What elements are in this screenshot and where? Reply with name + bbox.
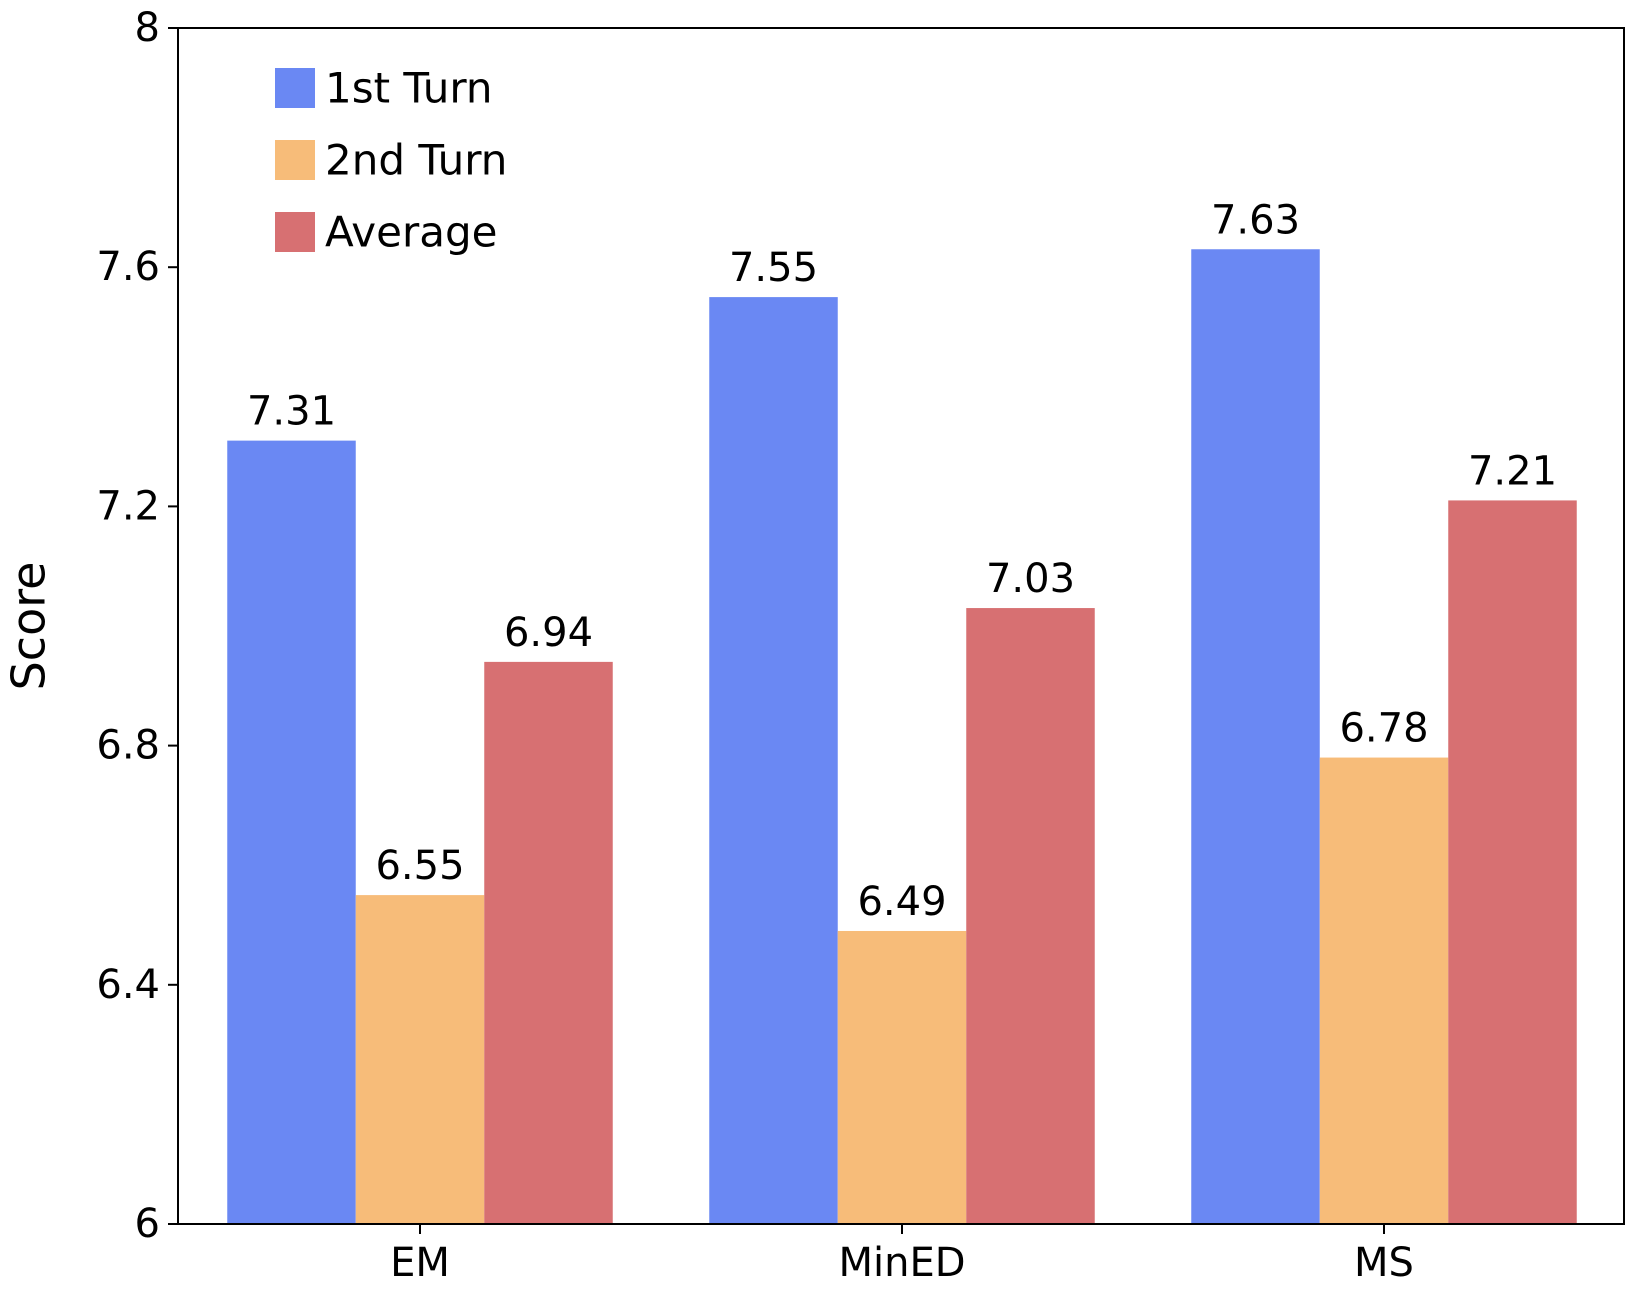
legend-swatch-1st-turn bbox=[275, 68, 315, 108]
y-tick-label: 8 bbox=[135, 5, 160, 51]
legend-label: 2nd Turn bbox=[325, 136, 507, 185]
data-labels: 7.31 7.55 7.63 6.55 6.49 6.78 6.94 7.03 7.21 bbox=[247, 197, 1557, 925]
data-label: 7.03 bbox=[986, 556, 1075, 602]
data-label: 7.21 bbox=[1468, 448, 1557, 494]
y-tick-label: 7.2 bbox=[96, 483, 160, 529]
legend-label: 1st Turn bbox=[325, 64, 492, 113]
legend-swatch-average bbox=[275, 212, 315, 252]
bar-1st-turn-em bbox=[227, 440, 356, 1224]
legend: 1st Turn 2nd Turn Average bbox=[275, 64, 507, 257]
bar-2nd-turn-ms bbox=[1319, 757, 1449, 1224]
data-label: 7.31 bbox=[247, 389, 336, 435]
legend-swatch-2nd-turn bbox=[275, 140, 315, 180]
data-label: 6.49 bbox=[857, 879, 946, 925]
y-tick-label: 6 bbox=[135, 1201, 160, 1247]
bar-1st-turn-mined bbox=[709, 297, 838, 1225]
legend-label: Average bbox=[325, 208, 497, 257]
data-label: 6.78 bbox=[1339, 706, 1428, 752]
data-label: 7.63 bbox=[1211, 197, 1300, 243]
bar-average-em bbox=[484, 661, 613, 1224]
data-label: 6.55 bbox=[375, 843, 464, 889]
y-axis-title: Score bbox=[2, 562, 56, 691]
y-tick-label: 6.4 bbox=[96, 962, 160, 1008]
y-tick-label: 7.6 bbox=[96, 244, 160, 290]
bar-2nd-turn-em bbox=[355, 895, 485, 1224]
bars bbox=[227, 249, 1577, 1225]
y-axis: 6 6.4 6.8 7.2 7.6 8 bbox=[96, 5, 178, 1247]
x-tick-label: EM bbox=[390, 1240, 450, 1286]
bar-1st-turn-ms bbox=[1191, 249, 1320, 1224]
bar-average-ms bbox=[1448, 500, 1577, 1224]
x-tick-label: MinED bbox=[838, 1240, 965, 1286]
x-tick-label: MS bbox=[1354, 1240, 1414, 1286]
data-label: 6.94 bbox=[504, 610, 593, 656]
y-tick-label: 6.8 bbox=[96, 723, 160, 769]
bar-average-mined bbox=[966, 608, 1095, 1224]
bar-2nd-turn-mined bbox=[837, 930, 967, 1224]
x-axis: EM MinED MS bbox=[390, 1224, 1414, 1286]
data-label: 7.55 bbox=[729, 245, 818, 291]
